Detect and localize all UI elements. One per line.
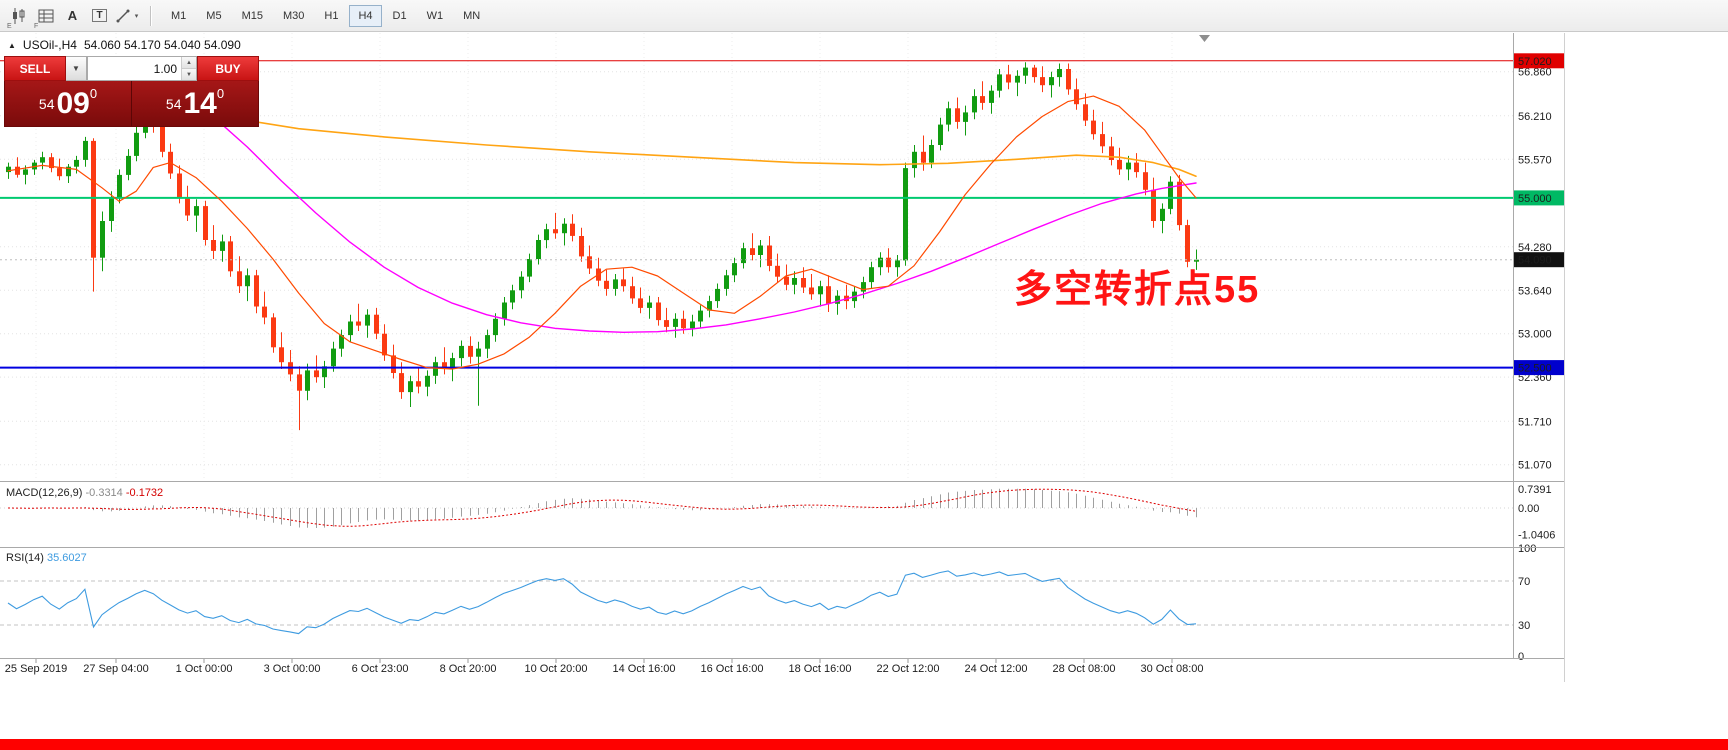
- bottom-red-strip: [0, 739, 1728, 750]
- buy-button[interactable]: BUY: [197, 56, 259, 81]
- svg-text:54.090: 54.090: [1518, 255, 1552, 267]
- svg-text:54.280: 54.280: [1518, 242, 1552, 254]
- order-options-dropdown[interactable]: ▼: [66, 56, 87, 81]
- bid-price: 54 09 0: [5, 81, 131, 126]
- horizontal-lines-layer: [0, 60, 1513, 369]
- svg-text:0.7391: 0.7391: [1518, 484, 1552, 496]
- rsi-indicator-label: RSI(14) 35.6027: [6, 552, 87, 564]
- svg-text:53.640: 53.640: [1518, 285, 1552, 297]
- svg-text:10 Oct 20:00: 10 Oct 20:00: [525, 663, 588, 675]
- svg-text:0: 0: [1518, 651, 1524, 663]
- price-divider: [131, 81, 132, 126]
- bid-prefix: 54: [38, 95, 55, 112]
- bid-ask-display: 54 09 0 54 14 0: [4, 81, 259, 127]
- ask-big-digits: 14: [183, 86, 217, 120]
- collapse-triangle-icon[interactable]: ▲: [8, 40, 16, 50]
- ohlc-values: 54.060 54.170 54.040 54.090: [83, 38, 241, 52]
- chevron-down-icon: ▼: [72, 64, 80, 73]
- chart-annotation: 多空转折点55: [1014, 269, 1261, 311]
- tab-timeframe-h4[interactable]: H4: [349, 4, 382, 27]
- sell-button[interactable]: SELL: [4, 56, 66, 81]
- toolbar-separator: [150, 5, 151, 26]
- chart-shift-marker-icon: [1199, 35, 1210, 42]
- toolbar: E F A T ▾ M1 M5 M15 M30 H1 H4 D1 W1 MN: [0, 0, 1728, 32]
- tab-timeframe-mn[interactable]: MN: [454, 5, 489, 27]
- macd-layer: [0, 488, 1513, 528]
- bid-pip-digit: 0: [89, 86, 98, 101]
- data-grid-icon[interactable]: F: [32, 3, 59, 30]
- rsi-layer: [0, 570, 1513, 635]
- tab-timeframe-h1[interactable]: H1: [315, 5, 347, 27]
- macd-name: MACD(12,26,9): [6, 487, 83, 499]
- chart-header: ▲ USOil-,H4 54.060 54.170 54.040 54.090: [8, 38, 241, 52]
- svg-text:27 Sep 04:00: 27 Sep 04:00: [83, 663, 148, 675]
- lot-increase-button[interactable]: ▲: [182, 57, 196, 69]
- ask-price: 54 14 0: [132, 81, 258, 126]
- tab-timeframe-m5[interactable]: M5: [197, 5, 230, 27]
- one-click-trading-panel: SELL ▼ 1.00 ▲ ▼ BUY 54 09 0 54 14 0: [4, 56, 259, 127]
- lot-size-value[interactable]: 1.00: [153, 62, 177, 76]
- svg-text:56.860: 56.860: [1518, 67, 1552, 79]
- rsi-name: RSI(14): [6, 552, 44, 564]
- moving-averages-layer: [7, 88, 1197, 370]
- textbox-tool-icon[interactable]: T: [86, 3, 113, 29]
- tab-timeframe-m30[interactable]: M30: [274, 5, 313, 27]
- ask-pip-digit: 0: [216, 86, 225, 101]
- svg-text:3 Oct 00:00: 3 Oct 00:00: [264, 663, 321, 675]
- lot-stepper: ▲ ▼: [181, 57, 196, 80]
- icon-sub-label: F: [34, 22, 39, 30]
- svg-text:57.020: 57.020: [1518, 56, 1552, 68]
- textbox-tool-glyph: T: [92, 9, 107, 22]
- tab-timeframe-w1[interactable]: W1: [418, 5, 453, 27]
- svg-text:8 Oct 20:00: 8 Oct 20:00: [440, 663, 497, 675]
- svg-text:51.710: 51.710: [1518, 416, 1552, 428]
- svg-text:1 Oct 00:00: 1 Oct 00:00: [176, 663, 233, 675]
- svg-text:16 Oct 16:00: 16 Oct 16:00: [701, 663, 764, 675]
- rsi-value: 35.6027: [46, 552, 87, 564]
- svg-text:22 Oct 12:00: 22 Oct 12:00: [877, 663, 940, 675]
- svg-text:30 Oct 08:00: 30 Oct 08:00: [1141, 663, 1204, 675]
- svg-text:0.00: 0.00: [1518, 503, 1539, 515]
- tab-timeframe-m15[interactable]: M15: [233, 5, 272, 27]
- icon-sub-label: E: [7, 22, 12, 30]
- font-tool-glyph: A: [67, 8, 78, 23]
- macd-value: -0.3314: [85, 487, 123, 499]
- svg-text:52.500: 52.500: [1518, 363, 1552, 375]
- svg-text:6 Oct 23:00: 6 Oct 23:00: [352, 663, 409, 675]
- tab-timeframe-d1[interactable]: D1: [384, 5, 416, 27]
- svg-text:53.000: 53.000: [1518, 329, 1552, 341]
- lot-decrease-button[interactable]: ▼: [182, 69, 196, 80]
- bid-big-digits: 09: [56, 86, 90, 120]
- svg-text:55.570: 55.570: [1518, 154, 1552, 166]
- svg-text:14 Oct 16:00: 14 Oct 16:00: [613, 663, 676, 675]
- symbol-title: USOil-,H4: [22, 38, 77, 52]
- timeframe-switcher: M1 M5 M15 M30 H1 H4 D1 W1 MN: [161, 4, 490, 27]
- svg-text:-1.0406: -1.0406: [1518, 530, 1555, 542]
- chevron-down-icon: ▾: [134, 12, 139, 20]
- svg-text:18 Oct 16:00: 18 Oct 16:00: [789, 663, 852, 675]
- svg-text:28 Oct 08:00: 28 Oct 08:00: [1053, 663, 1116, 675]
- svg-text:100: 100: [1518, 543, 1536, 555]
- axis-layer: 56.86056.21055.57054.28053.64053.00052.3…: [5, 53, 1564, 675]
- macd-signal-value: -0.1732: [125, 487, 164, 499]
- svg-text:51.070: 51.070: [1518, 460, 1552, 472]
- tab-timeframe-m1[interactable]: M1: [162, 5, 195, 27]
- font-tool-icon[interactable]: A: [59, 3, 86, 29]
- ask-prefix: 54: [165, 95, 182, 112]
- lot-size-field[interactable]: 1.00 ▲ ▼: [87, 56, 197, 81]
- drawing-tool-icon[interactable]: ▾: [113, 3, 140, 29]
- macd-indicator-label: MACD(12,26,9) -0.3314 -0.1732: [6, 487, 163, 499]
- svg-text:24 Oct 12:00: 24 Oct 12:00: [965, 663, 1028, 675]
- candlestick-chart-icon[interactable]: E: [5, 3, 32, 30]
- separators-layer: [0, 33, 1565, 682]
- svg-text:30: 30: [1518, 620, 1530, 632]
- svg-text:55.000: 55.000: [1518, 193, 1552, 205]
- svg-text:25 Sep 2019: 25 Sep 2019: [5, 663, 67, 675]
- svg-text:70: 70: [1518, 576, 1530, 588]
- svg-text:56.210: 56.210: [1518, 111, 1552, 123]
